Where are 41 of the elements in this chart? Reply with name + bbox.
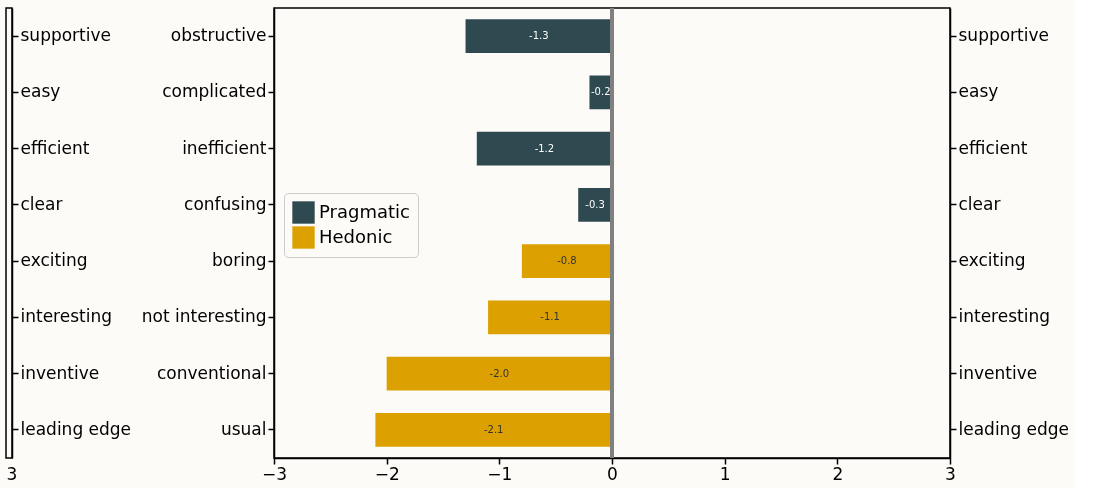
data-label: -1.1 <box>540 311 560 323</box>
category-label: interesting <box>20 306 113 327</box>
y-tick-label: confusing <box>184 193 267 214</box>
x-tick-label: 1 <box>719 463 731 484</box>
category-label: exciting <box>20 250 88 271</box>
y2-tick-label: interesting <box>958 306 1051 327</box>
category-label: clear <box>20 193 63 214</box>
category-label: supportive <box>20 25 112 46</box>
y-tick-label: not interesting <box>141 306 267 327</box>
category-label: leading edge <box>20 418 132 439</box>
y-tick-label: boring <box>212 250 267 271</box>
x-tick-label: −3 <box>261 463 288 484</box>
category-label: efficient <box>20 137 90 158</box>
y2-tick-label: exciting <box>958 250 1026 271</box>
y2-tick-label: easy <box>958 81 999 102</box>
legend-label: Pragmatic <box>319 200 410 222</box>
y2-tick-label: supportive <box>958 25 1050 46</box>
x-tick-label: 3 <box>945 463 956 484</box>
category-label: inventive <box>20 362 100 383</box>
data-label: -0.2 <box>590 86 611 98</box>
legend-label: Hedonic <box>319 225 393 247</box>
x-tick-label: 0 <box>607 463 618 484</box>
x-tick-label: 2 <box>832 463 844 484</box>
y-tick-label: complicated <box>162 81 267 102</box>
data-label: -0.3 <box>585 198 605 210</box>
data-label: -2.0 <box>489 367 510 379</box>
category-label: easy <box>20 81 61 102</box>
y2-tick-label: leading edge <box>958 418 1070 439</box>
y-tick-label: obstructive <box>170 25 267 46</box>
data-label: -2.1 <box>483 423 504 435</box>
y2-tick-label: inventive <box>958 362 1038 383</box>
data-label: -0.8 <box>557 255 577 267</box>
y-tick-label: inefficient <box>182 137 267 158</box>
x-tick-label: −1 <box>487 463 513 484</box>
y-tick-label: conventional <box>156 362 267 383</box>
x-tick-label: −2 <box>374 463 400 484</box>
y2-tick-label: clear <box>958 193 1001 214</box>
y-tick-label: usual <box>220 418 267 439</box>
data-label: -1.3 <box>529 30 549 42</box>
data-label: -1.2 <box>534 142 555 154</box>
y2-tick-label: efficient <box>958 137 1028 158</box>
